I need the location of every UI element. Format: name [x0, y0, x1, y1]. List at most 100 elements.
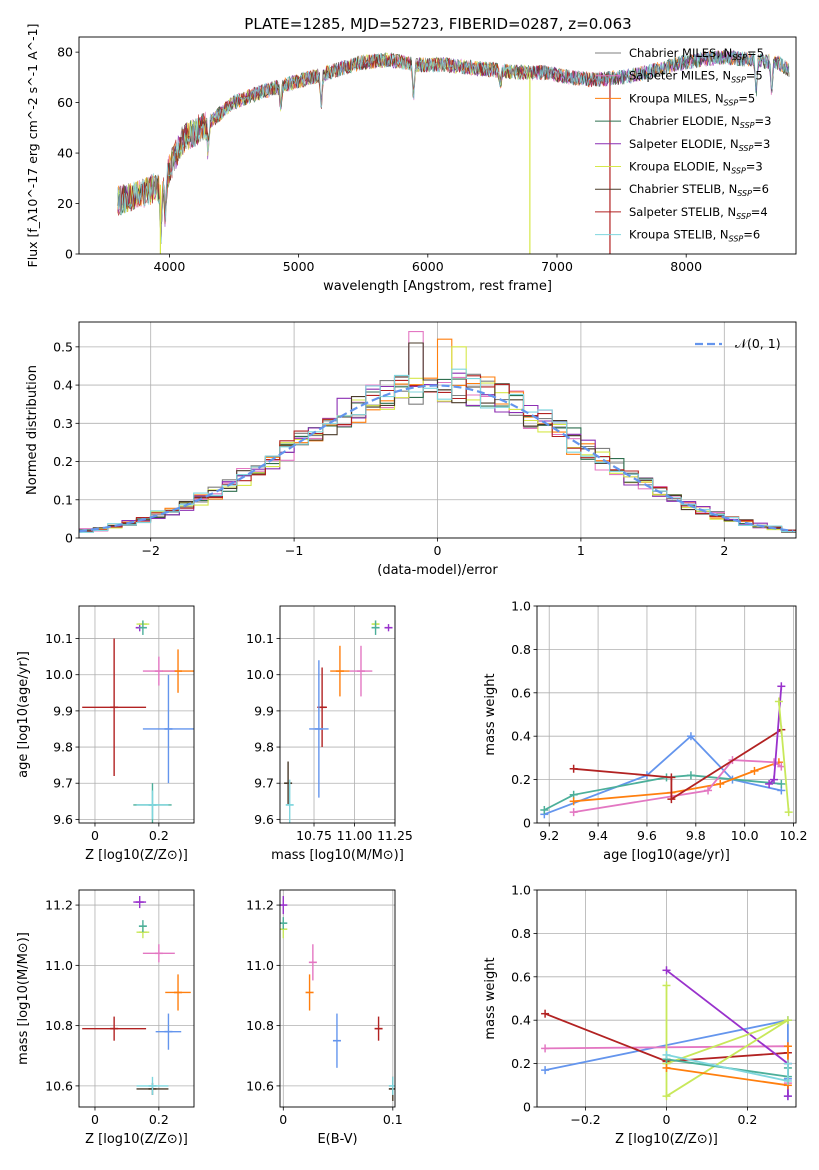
x-axis-label: wavelength [Angstrom, rest frame] [323, 279, 552, 294]
y-tick-label: 9.6 [254, 812, 274, 827]
x-axis-label: Z [log10(Z/Z⊙)] [85, 1132, 188, 1147]
y-tick-label: 80 [57, 45, 73, 60]
figure-title: PLATE=1285, MJD=52723, FIBERID=0287, z=0… [244, 15, 631, 33]
x-tick-label: 7000 [541, 259, 573, 274]
x-tick-label: 0.1 [383, 1112, 403, 1127]
y-tick-label: 0 [523, 1100, 531, 1115]
axes-frame [536, 889, 797, 1108]
legend-label: Kroupa ELODIE, NSSP=3 [629, 160, 763, 176]
y-tick-label: 0.6 [511, 685, 531, 700]
plot-area [79, 606, 194, 823]
y-tick-label: 10.8 [45, 1018, 73, 1033]
x-tick-label: 0 [91, 828, 99, 843]
legend-label: Kroupa MILES, NSSP=5 [629, 91, 755, 107]
x-axis-label: mass [log10(M/M⊙)] [271, 848, 404, 863]
mass-vs-metallicity-panel: 0 0.2 10.6 10.8 11.0 11.2 Z [log10(Z/Z⊙)] mass … [16, 889, 195, 1147]
mass-weight-vs-metallicity-panel: −0.2 0 0.2 0 0.2 0.4 0.6 0.8 1.0 Z [log10(Z/Z⊙)] m… [483, 883, 797, 1147]
y-tick-label: 10.1 [45, 631, 73, 646]
y-tick-label: 0.4 [511, 1013, 531, 1028]
plot-area [537, 890, 796, 1107]
y-tick-label: 11.0 [45, 958, 73, 973]
y-axis-label: mass [log10(M/M⊙)] [16, 932, 31, 1065]
y-tick-label: 9.9 [254, 703, 274, 718]
residual-histogram-panel: −2 −1 0 1 2 0 0.1 0.2 0.3 0.4 0.5 (data-model)/erro… [25, 321, 797, 578]
x-tick-label: 11.00 [337, 828, 373, 843]
y-axis-label: mass weight [483, 673, 498, 755]
axes-frame [78, 36, 797, 255]
x-tick-label: 9.6 [637, 828, 657, 843]
mass-vs-ebv-panel: 0 0.1 10.6 10.8 11.0 11.2 E(B-V) [246, 889, 403, 1147]
plot-area [79, 890, 194, 1107]
age-vs-mass-panel: 10.75 11.00 11.25 9.6 9.7 9.8 9.9 10.0 10.1 mass … [246, 605, 413, 863]
y-tick-label: 0.2 [511, 772, 531, 787]
x-tick-label: 0 [279, 1112, 287, 1127]
y-tick-label: 9.7 [254, 776, 274, 791]
legend-label: 𝒩(0, 1) [735, 336, 781, 351]
y-tick-label: 9.7 [53, 776, 73, 791]
legend: 𝒩(0, 1) [695, 336, 781, 351]
legend: Chabrier MILES, NSSP=5 Salpeter MILES, NS… [595, 46, 771, 244]
y-axis-label: Flux [f_λ10^-17 erg cm^-2 s^-1 A^-1] [25, 24, 40, 268]
x-tick-label: 11.25 [377, 828, 413, 843]
plot-area [280, 890, 395, 1107]
legend-label: Chabrier ELODIE, NSSP=3 [629, 114, 771, 130]
age-vs-metallicity-panel: 0 0.2 9.6 9.7 9.8 9.9 10.0 10.1 Z [log10(Z/Z⊙)] a… [16, 605, 195, 863]
x-tick-label: 0 [91, 1112, 99, 1127]
x-tick-label: −1 [285, 543, 303, 558]
x-tick-label: 0.2 [737, 1112, 757, 1127]
x-tick-label: 2 [720, 543, 728, 558]
x-tick-label: 10.2 [780, 828, 808, 843]
y-tick-label: 60 [57, 95, 73, 110]
y-tick-label: 10.0 [45, 667, 73, 682]
series-line [665, 985, 789, 1098]
legend-label: Kroupa STELIB, NSSP=6 [629, 228, 760, 244]
y-tick-label: 0 [65, 531, 73, 546]
axes-frame [536, 605, 797, 824]
y-tick-label: 0.2 [511, 1056, 531, 1071]
y-tick-label: 10.6 [45, 1078, 73, 1093]
axes-frame [279, 605, 396, 824]
y-tick-label: 0.3 [53, 416, 73, 431]
spectrum-panel: 4000 5000 6000 7000 8000 0 20 40 60 80 wavelength … [25, 24, 797, 294]
y-tick-label: 11.2 [246, 898, 274, 913]
y-tick-label: 9.9 [53, 703, 73, 718]
y-tick-label: 9.8 [53, 740, 73, 755]
x-tick-label: 4000 [154, 259, 186, 274]
y-tick-label: 0.4 [53, 378, 73, 393]
x-tick-label: 9.4 [588, 828, 608, 843]
y-tick-label: 0.4 [511, 729, 531, 744]
legend-label: Chabrier MILES, NSSP=5 [629, 46, 764, 62]
series-line [778, 701, 790, 813]
y-tick-label: 0.2 [53, 454, 73, 469]
y-tick-label: 1.0 [511, 883, 531, 898]
y-tick-label: 11.2 [45, 898, 73, 913]
y-tick-label: 0.6 [511, 969, 531, 984]
x-tick-label: 6000 [412, 259, 444, 274]
x-axis-label: Z [log10(Z/Z⊙)] [615, 1132, 718, 1147]
series-line [543, 734, 782, 816]
x-tick-label: −0.2 [570, 1112, 600, 1127]
legend-label: Chabrier STELIB, NSSP=6 [629, 182, 769, 198]
x-tick-label: 0.2 [149, 1112, 169, 1127]
normal-curve [79, 384, 794, 533]
y-tick-label: 40 [57, 146, 73, 161]
x-tick-label: 9.2 [539, 828, 559, 843]
plot-area [79, 322, 796, 538]
x-tick-label: 8000 [670, 259, 702, 274]
x-tick-label: 5000 [283, 259, 315, 274]
series-line [573, 759, 782, 813]
y-tick-label: 9.6 [53, 812, 73, 827]
y-tick-label: 0.1 [53, 492, 73, 507]
y-axis-label: Normed distribution [25, 365, 40, 495]
y-tick-label: 20 [57, 196, 73, 211]
y-axis-label: age [log10(age/yr)] [16, 651, 31, 778]
spectrum-line-salpeter-stelib [117, 53, 609, 239]
axes-frame [78, 605, 195, 824]
y-axis-label: mass weight [483, 957, 498, 1039]
y-tick-label: 0.5 [53, 339, 73, 354]
y-tick-label: 10.8 [246, 1018, 274, 1033]
x-axis-label: (data-model)/error [377, 563, 498, 578]
y-tick-label: 0.8 [511, 926, 531, 941]
x-tick-label: −2 [141, 543, 159, 558]
y-tick-label: 9.8 [254, 740, 274, 755]
